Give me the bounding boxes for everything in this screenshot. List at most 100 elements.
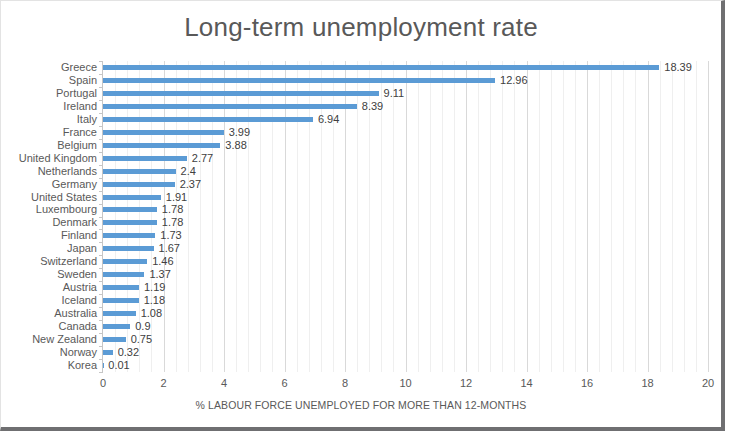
category-label: Netherlands (1, 165, 97, 178)
category-label: United States (1, 191, 97, 204)
data-label: 12.96 (500, 75, 528, 86)
bar-row: 0.9 (103, 320, 708, 333)
data-label: 1.19 (144, 282, 165, 293)
category-tick (99, 294, 103, 295)
category-label: Austria (1, 281, 97, 294)
category-tick (99, 139, 103, 140)
bar (103, 220, 157, 225)
bar-row: 8.39 (103, 100, 708, 113)
bar-row: 3.88 (103, 139, 708, 152)
data-label: 0.01 (108, 360, 129, 371)
bar-row: 0.01 (103, 359, 708, 372)
category-label: Belgium (1, 139, 97, 152)
data-label: 1.91 (166, 192, 187, 203)
category-tick (99, 204, 103, 205)
category-tick (99, 191, 103, 192)
data-label: 0.75 (131, 334, 152, 345)
category-tick (99, 74, 103, 75)
bar-row: 9.11 (103, 87, 708, 100)
bar (103, 337, 126, 342)
bar-row: 2.37 (103, 178, 708, 191)
bar-row: 2.4 (103, 165, 708, 178)
category-label: Portugal (1, 87, 97, 100)
category-tick (99, 346, 103, 347)
data-label: 2.77 (192, 153, 213, 164)
category-label: Korea (1, 359, 97, 372)
category-label: Switzerland (1, 255, 97, 268)
bar (103, 104, 357, 109)
category-label: Denmark (1, 216, 97, 229)
data-label: 1.78 (162, 217, 183, 228)
x-tick-label: 4 (221, 378, 227, 389)
bar-row: 6.94 (103, 113, 708, 126)
x-tick-label: 12 (460, 378, 472, 389)
bar (103, 182, 175, 187)
data-label: 18.39 (664, 62, 692, 73)
x-tick-label: 16 (581, 378, 593, 389)
data-label: 6.94 (318, 114, 339, 125)
x-tick-label: 0 (100, 378, 106, 389)
category-tick (99, 217, 103, 218)
bar (103, 324, 130, 329)
x-tick-label: 8 (342, 378, 348, 389)
bar-row: 1.37 (103, 268, 708, 281)
category-tick (99, 229, 103, 230)
category-label: Germany (1, 178, 97, 191)
data-label: 1.67 (159, 243, 180, 254)
data-label: 1.18 (144, 295, 165, 306)
x-tick-label: 14 (520, 378, 532, 389)
category-label: Japan (1, 242, 97, 255)
category-tick (99, 100, 103, 101)
category-label: Sweden (1, 268, 97, 281)
category-label: Italy (1, 113, 97, 126)
bar (103, 195, 161, 200)
chart-image: Long-term unemployment rate GreeceSpainP… (0, 0, 733, 438)
category-tick (99, 178, 103, 179)
category-tick (99, 255, 103, 256)
bar-row: 0.32 (103, 346, 708, 359)
data-label: 0.9 (135, 321, 150, 332)
data-label: 8.39 (362, 101, 383, 112)
bar-row: 1.18 (103, 294, 708, 307)
category-tick (99, 320, 103, 321)
category-tick (99, 165, 103, 166)
category-label: France (1, 126, 97, 139)
category-label: New Zealand (1, 333, 97, 346)
data-label: 2.4 (181, 166, 196, 177)
category-label: Ireland (1, 100, 97, 113)
category-tick (99, 87, 103, 88)
bar-row: 1.91 (103, 191, 708, 204)
category-label: Finland (1, 229, 97, 242)
category-label: United Kingdom (1, 152, 97, 165)
bar (103, 117, 313, 122)
bar (103, 272, 144, 277)
x-tick-label: 10 (399, 378, 411, 389)
bar-row: 1.19 (103, 281, 708, 294)
bar (103, 143, 220, 148)
data-label: 1.78 (162, 204, 183, 215)
chart-frame: Long-term unemployment rate GreeceSpainP… (0, 0, 725, 431)
x-tick-label: 20 (702, 378, 714, 389)
x-tick-label: 2 (160, 378, 166, 389)
category-axis-ticks (99, 61, 103, 373)
plot-area: 18.39 12.969.118.39 6.943.993.882.77 2.42.3… (103, 61, 708, 372)
data-label: 1.46 (152, 256, 173, 267)
category-tick (99, 126, 103, 127)
bar (103, 65, 659, 70)
bar-row: 3.99 (103, 126, 708, 139)
category-tick (99, 242, 103, 243)
category-label: Australia (1, 307, 97, 320)
category-axis-labels: GreeceSpainPortugalIrelandItalyFranceBel… (1, 61, 97, 372)
bar-row: 0.75 (103, 333, 708, 346)
bar-row: 1.73 (103, 229, 708, 242)
category-tick (99, 281, 103, 282)
data-label: 1.08 (141, 308, 162, 319)
major-gridline (708, 61, 709, 372)
category-tick (99, 333, 103, 334)
bar (103, 311, 136, 316)
bar (103, 350, 113, 355)
category-tick (99, 359, 103, 360)
value-axis-tick-labels: 02468101214161820 (103, 378, 708, 391)
x-axis-title: % LABOUR FORCE UNEMPLOYED FOR MORE THAN … (103, 399, 619, 411)
category-label: Greece (1, 61, 97, 74)
